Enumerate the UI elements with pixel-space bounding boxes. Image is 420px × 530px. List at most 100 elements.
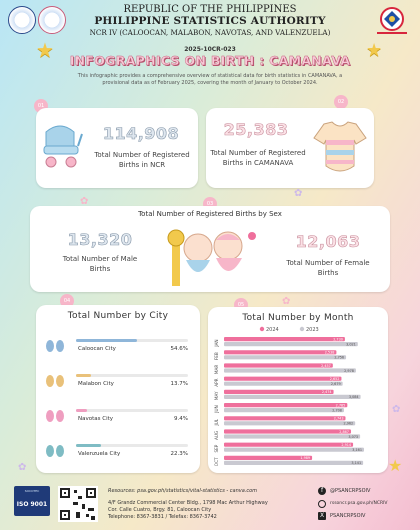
legend-label: 2024 xyxy=(266,327,279,333)
data-label: 2,730 xyxy=(333,337,343,341)
ncr-births-card: 114,908 Total Number of Registered Birth… xyxy=(36,108,198,188)
data-label: 2,457 xyxy=(321,364,331,368)
globe-icon[interactable] xyxy=(318,500,326,508)
data-label: 3,084 xyxy=(349,395,359,399)
births-by-city-title: Total Number by City xyxy=(67,311,169,321)
legend-label: 2023 xyxy=(306,327,319,333)
camanava-births-label: Total Number of Registered Births in CAM… xyxy=(210,149,306,167)
births-by-month-card: Total Number by Month 2024 2023 JAN 2,730 3,… xyxy=(208,307,388,473)
address-line2: Cor. Calle Cuatro, Brgy. 81, Caloocan Ci… xyxy=(108,507,212,513)
city-row: Valenzuela City 22.3% xyxy=(36,438,200,472)
bar-2024-apr xyxy=(224,376,342,381)
bar-2024-jan xyxy=(224,337,345,342)
section-badge-04: 04 xyxy=(60,294,74,308)
baby-stroller-icon xyxy=(43,125,83,168)
month-tick-label: MAY xyxy=(214,391,219,400)
flower-icon: ✿ xyxy=(294,188,303,199)
iso-label: ISO 9001 xyxy=(16,501,48,508)
month-tick-label: MAR xyxy=(214,365,219,374)
data-label: 2,962 xyxy=(343,422,353,426)
legend-marker xyxy=(299,326,305,332)
bar-2023-feb xyxy=(224,355,347,360)
city-bar-fill xyxy=(76,339,138,342)
city-bar-fill xyxy=(76,444,101,447)
male-births-label: Total Number of Male Births xyxy=(62,255,138,273)
legend-marker xyxy=(259,326,265,332)
header-agency: PHILIPPINE STATISTICS AUTHORITY xyxy=(94,15,326,27)
bar-2024-jun xyxy=(224,403,348,408)
city-percentage: 54.6% xyxy=(170,346,188,352)
data-label: 3,073 xyxy=(348,435,358,439)
bar-2023-aug xyxy=(224,434,361,439)
city-percentage: 9.4% xyxy=(174,416,188,422)
month-tick-label: FEB xyxy=(214,352,219,360)
births-by-sex-card: Total Number of Registered Births by Sex… xyxy=(30,206,390,292)
flower-icon: ✿ xyxy=(18,462,27,473)
female-births-value: 12,063 xyxy=(295,232,361,252)
data-label: 2,743 xyxy=(334,417,344,421)
data-label: 2,756 xyxy=(334,356,344,360)
data-label: 3,161 xyxy=(352,448,362,452)
website-link[interactable]: rssoncr.psa.gov.ph/NCRIV xyxy=(330,501,388,506)
data-label: 3,141 xyxy=(351,461,361,465)
city-bar-fill xyxy=(76,409,87,412)
city-name: Caloocan City xyxy=(78,346,116,352)
baby-feet-icon xyxy=(44,372,66,387)
bar-2024-oct xyxy=(224,455,313,460)
iso-certification-badge: SOCOTEC ISO 9001 xyxy=(14,486,50,516)
ncr-births-value: 114,908 xyxy=(102,124,180,144)
city-bar-track xyxy=(76,444,188,447)
psa-seal-logo xyxy=(8,6,36,34)
data-label: 2,708 xyxy=(332,408,342,412)
babies-illustration xyxy=(167,229,256,286)
ncr-office-logo xyxy=(38,6,66,34)
city-row: Navotas City 9.4% xyxy=(36,403,200,437)
city-bar-fill xyxy=(76,374,92,377)
address-line1: 4/F Grandz Commercial Center Bldg., 1798… xyxy=(108,500,268,506)
city-bar-track xyxy=(76,374,188,377)
bar-2023-jun xyxy=(224,408,344,413)
flower-icon: ✿ xyxy=(80,196,89,207)
chart-title: Total Number by Month xyxy=(242,313,354,323)
ncr-births-label: Total Number of Registered Births in NCR xyxy=(94,151,190,169)
flower-icon: ✿ xyxy=(392,404,401,415)
bar-2023-sep xyxy=(224,447,364,452)
data-label: 2,785 xyxy=(336,403,346,407)
births-by-sex-title: Total Number of Registered Births by Sex xyxy=(138,210,282,218)
month-tick-label: SEP xyxy=(214,444,219,452)
star-icon: ★ xyxy=(366,40,383,61)
header-republic: REPUBLIC OF THE PHILIPPINES xyxy=(123,4,297,15)
star-icon: ★ xyxy=(388,456,403,475)
bar-2024-mar xyxy=(224,363,333,368)
births-by-city-card: Total Number by City Caloocan City 54.6% M… xyxy=(36,305,200,473)
facebook-icon[interactable]: f xyxy=(318,487,326,495)
star-icon: ★ xyxy=(36,38,54,62)
resources-text: Resources: psa.gov.ph/statistics/vital-s… xyxy=(108,488,258,494)
data-label: 2,978 xyxy=(344,369,354,373)
telephone-text: Telephone: 8367-3831 / Telefax: 8367-374… xyxy=(108,514,217,520)
twitter-handle[interactable]: PSANCRPSOIV xyxy=(330,513,366,519)
month-tick-label: APR xyxy=(214,378,219,386)
camanava-births-value: 25,383 xyxy=(223,120,289,140)
bar-2024-aug xyxy=(224,429,351,434)
city-name: Valenzuela City xyxy=(78,451,121,457)
data-label: 2,538 xyxy=(325,351,335,355)
bar-2024-jul xyxy=(224,416,346,421)
intro-text: This infographic provides a comprehensiv… xyxy=(77,73,343,86)
x-twitter-icon[interactable]: X xyxy=(318,512,326,520)
city-row: Caloocan City 54.6% xyxy=(36,333,200,367)
bar-2023-oct xyxy=(224,460,364,465)
bar-2023-mar xyxy=(224,368,356,373)
month-tick-label: JUL xyxy=(214,418,219,426)
baby-feet-icon xyxy=(44,407,66,422)
qr-code[interactable] xyxy=(58,486,98,522)
facebook-handle[interactable]: @PSANCRPSOIV xyxy=(330,488,371,494)
bar-2023-may xyxy=(224,394,361,399)
flower-icon: ✿ xyxy=(282,296,291,307)
city-row: Malabon City 13.7% xyxy=(36,368,200,402)
data-label: 2,914 xyxy=(341,443,351,447)
reference-number: 2025-10CR-023 xyxy=(184,46,236,53)
bar-2024-feb xyxy=(224,350,337,355)
city-percentage: 22.3% xyxy=(170,451,188,457)
bar-2023-jul xyxy=(224,421,356,426)
